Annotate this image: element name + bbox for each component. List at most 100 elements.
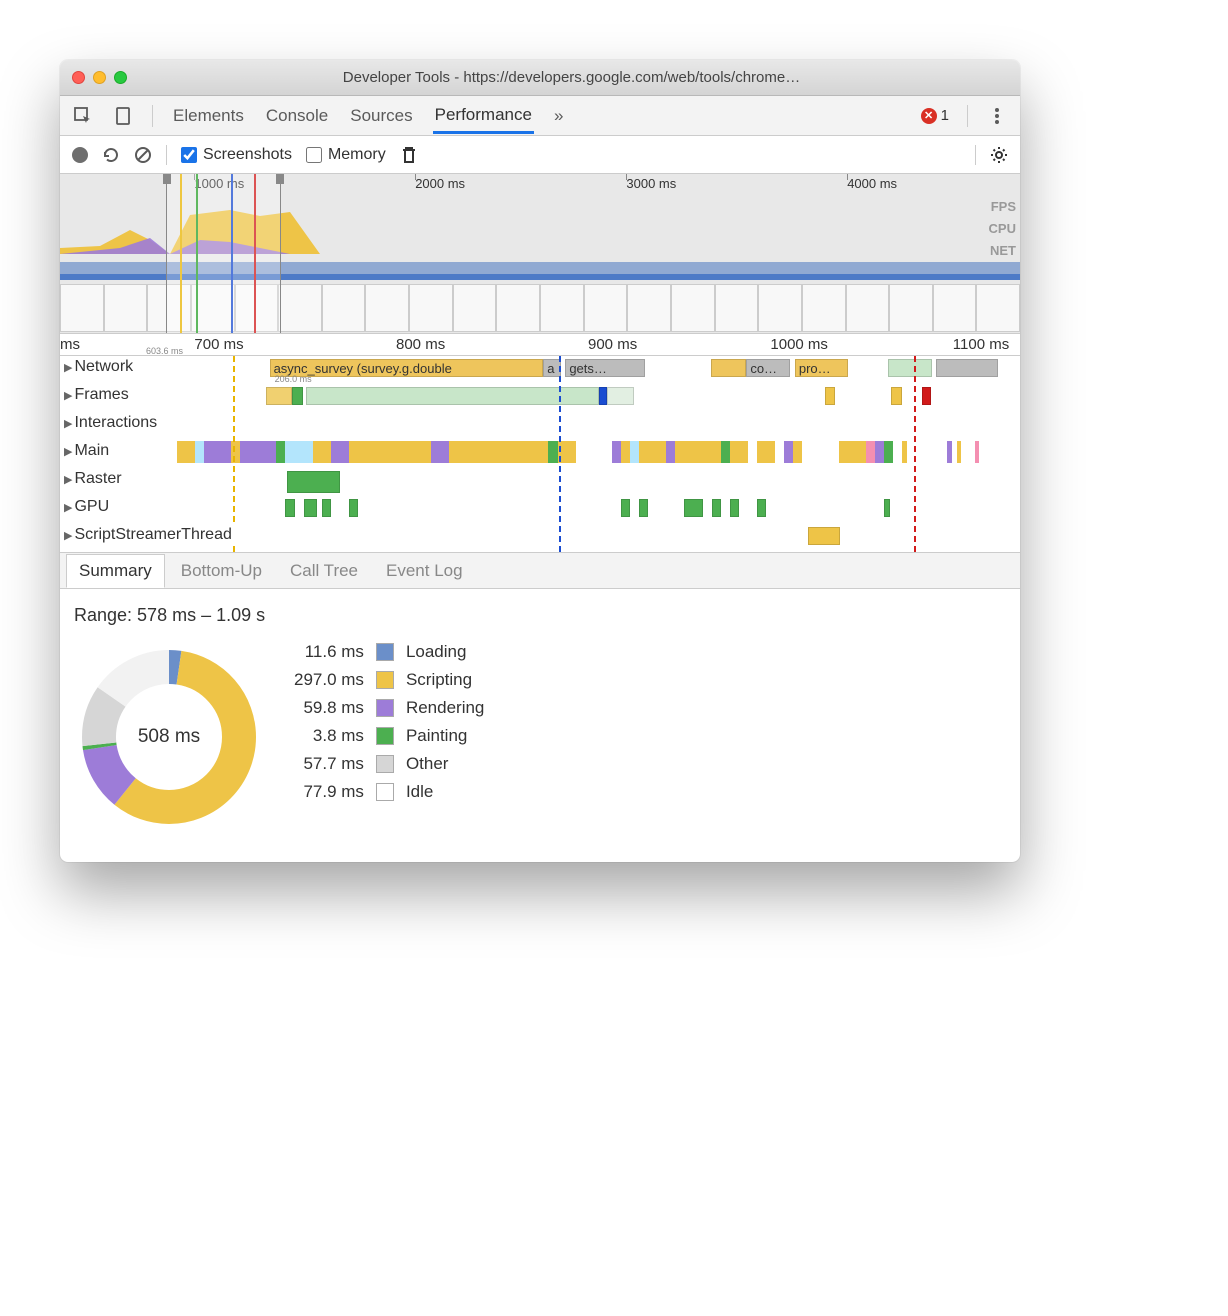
- timeline-bar[interactable]: [285, 499, 294, 517]
- track-label[interactable]: ▶ GPU: [60, 496, 113, 518]
- flame-segment[interactable]: [875, 441, 884, 463]
- timeline-bar[interactable]: [730, 499, 739, 517]
- flame-segment[interactable]: [612, 441, 621, 463]
- timeline-bar[interactable]: gets…: [565, 359, 644, 377]
- timeline-bar[interactable]: [936, 359, 998, 377]
- timeline-tracks[interactable]: ▶ Network603.6 msasync_survey (survey.g.…: [60, 356, 1020, 553]
- inspect-icon[interactable]: [72, 105, 94, 127]
- timeline-bar[interactable]: [922, 387, 931, 405]
- track-gpu[interactable]: ▶ GPU: [60, 496, 1020, 524]
- track-body[interactable]: [113, 496, 1020, 522]
- flame-segment[interactable]: [666, 441, 675, 463]
- tab-performance[interactable]: Performance: [433, 97, 534, 134]
- flame-segment[interactable]: [313, 441, 331, 463]
- flame-segment[interactable]: [757, 441, 775, 463]
- track-body[interactable]: [161, 412, 1020, 438]
- flame-segment[interactable]: [195, 441, 204, 463]
- flame-segment[interactable]: [730, 441, 748, 463]
- flame-segment[interactable]: [177, 441, 195, 463]
- trash-icon[interactable]: [400, 146, 418, 164]
- flame-segment[interactable]: [548, 441, 557, 463]
- timeline-bar[interactable]: [712, 499, 721, 517]
- flame-segment[interactable]: [721, 441, 730, 463]
- track-interactions[interactable]: ▶ Interactions: [60, 412, 1020, 440]
- track-body[interactable]: [236, 524, 1020, 550]
- error-indicator[interactable]: ✕ 1: [921, 107, 949, 124]
- timeline-bar[interactable]: [884, 499, 890, 517]
- minimize-button[interactable]: [93, 71, 106, 84]
- memory-checkbox[interactable]: Memory: [306, 146, 386, 164]
- flame-segment[interactable]: [793, 441, 802, 463]
- reload-icon[interactable]: [102, 146, 120, 164]
- flame-segment[interactable]: [975, 441, 980, 463]
- track-raster[interactable]: ▶ Raster: [60, 468, 1020, 496]
- kebab-menu-icon[interactable]: [986, 105, 1008, 127]
- timeline-bar[interactable]: [891, 387, 902, 405]
- timeline-bar[interactable]: [888, 359, 932, 377]
- timeline-bar[interactable]: [639, 499, 648, 517]
- track-body[interactable]: 206.0 ms: [133, 384, 1020, 410]
- details-tab-summary[interactable]: Summary: [66, 554, 165, 588]
- details-tab-bottom-up[interactable]: Bottom-Up: [169, 555, 274, 587]
- timeline-bar[interactable]: co…: [746, 359, 790, 377]
- track-label[interactable]: ▶ ScriptStreamerThread: [60, 524, 236, 546]
- selection-handle-left[interactable]: [163, 174, 171, 184]
- flame-segment[interactable]: [839, 441, 866, 463]
- track-label[interactable]: ▶ Frames: [60, 384, 133, 406]
- track-label[interactable]: ▶ Raster: [60, 468, 126, 490]
- timeline-bar[interactable]: [825, 387, 836, 405]
- overview-selection[interactable]: [166, 174, 281, 333]
- track-network[interactable]: ▶ Network603.6 msasync_survey (survey.g.…: [60, 356, 1020, 384]
- details-tab-event-log[interactable]: Event Log: [374, 555, 475, 587]
- timeline-bar[interactable]: [684, 499, 702, 517]
- flame-segment[interactable]: [204, 441, 231, 463]
- overview-panel[interactable]: 1000 ms2000 ms3000 ms4000 ms FPS CPU NET: [60, 174, 1020, 334]
- timeline-bar[interactable]: [599, 387, 608, 405]
- flame-segment[interactable]: [349, 441, 431, 463]
- selection-handle-right[interactable]: [276, 174, 284, 184]
- record-button[interactable]: [72, 147, 88, 163]
- timeline-bar[interactable]: [757, 499, 766, 517]
- timeline-bar[interactable]: [711, 359, 746, 377]
- flame-segment[interactable]: [957, 441, 962, 463]
- tab-console[interactable]: Console: [264, 98, 330, 134]
- track-body[interactable]: [126, 468, 1020, 494]
- track-frames[interactable]: ▶ Frames206.0 ms: [60, 384, 1020, 412]
- timeline-bar[interactable]: [808, 527, 839, 545]
- gear-icon[interactable]: [990, 146, 1008, 164]
- timeline-bar[interactable]: [349, 499, 358, 517]
- flame-segment[interactable]: [276, 441, 285, 463]
- screenshots-input[interactable]: [181, 147, 197, 163]
- timeline-bar[interactable]: [266, 387, 293, 405]
- details-tab-call-tree[interactable]: Call Tree: [278, 555, 370, 587]
- close-button[interactable]: [72, 71, 85, 84]
- memory-input[interactable]: [306, 147, 322, 163]
- track-scriptstreamerthread[interactable]: ▶ ScriptStreamerThread: [60, 524, 1020, 552]
- timeline-bar[interactable]: pro…: [795, 359, 848, 377]
- timeline-bar[interactable]: [621, 499, 630, 517]
- flame-segment[interactable]: [431, 441, 449, 463]
- timeline-bar[interactable]: [292, 387, 303, 405]
- timeline-bar[interactable]: [306, 387, 599, 405]
- flame-segment[interactable]: [639, 441, 666, 463]
- flame-segment[interactable]: [884, 441, 893, 463]
- track-main[interactable]: ▶ Main: [60, 440, 1020, 468]
- track-label[interactable]: ▶ Interactions: [60, 412, 161, 434]
- tab-elements[interactable]: Elements: [171, 98, 246, 134]
- flame-segment[interactable]: [866, 441, 875, 463]
- zoom-button[interactable]: [114, 71, 127, 84]
- tab-overflow[interactable]: »: [552, 98, 565, 134]
- track-label[interactable]: ▶ Network: [60, 356, 137, 378]
- flame-segment[interactable]: [630, 441, 639, 463]
- flame-segment[interactable]: [285, 441, 312, 463]
- timeline-bar[interactable]: [607, 387, 634, 405]
- track-label[interactable]: ▶ Main: [60, 440, 113, 462]
- device-icon[interactable]: [112, 105, 134, 127]
- track-body[interactable]: [113, 440, 1020, 464]
- flame-segment[interactable]: [331, 441, 349, 463]
- screenshots-checkbox[interactable]: Screenshots: [181, 146, 292, 164]
- flame-segment[interactable]: [449, 441, 549, 463]
- flame-segment[interactable]: [240, 441, 276, 463]
- timeline-ruler[interactable]: ms700 ms800 ms900 ms1000 ms1100 ms: [60, 334, 1020, 356]
- track-body[interactable]: 603.6 msasync_survey (survey.g.doubleage…: [137, 356, 1020, 382]
